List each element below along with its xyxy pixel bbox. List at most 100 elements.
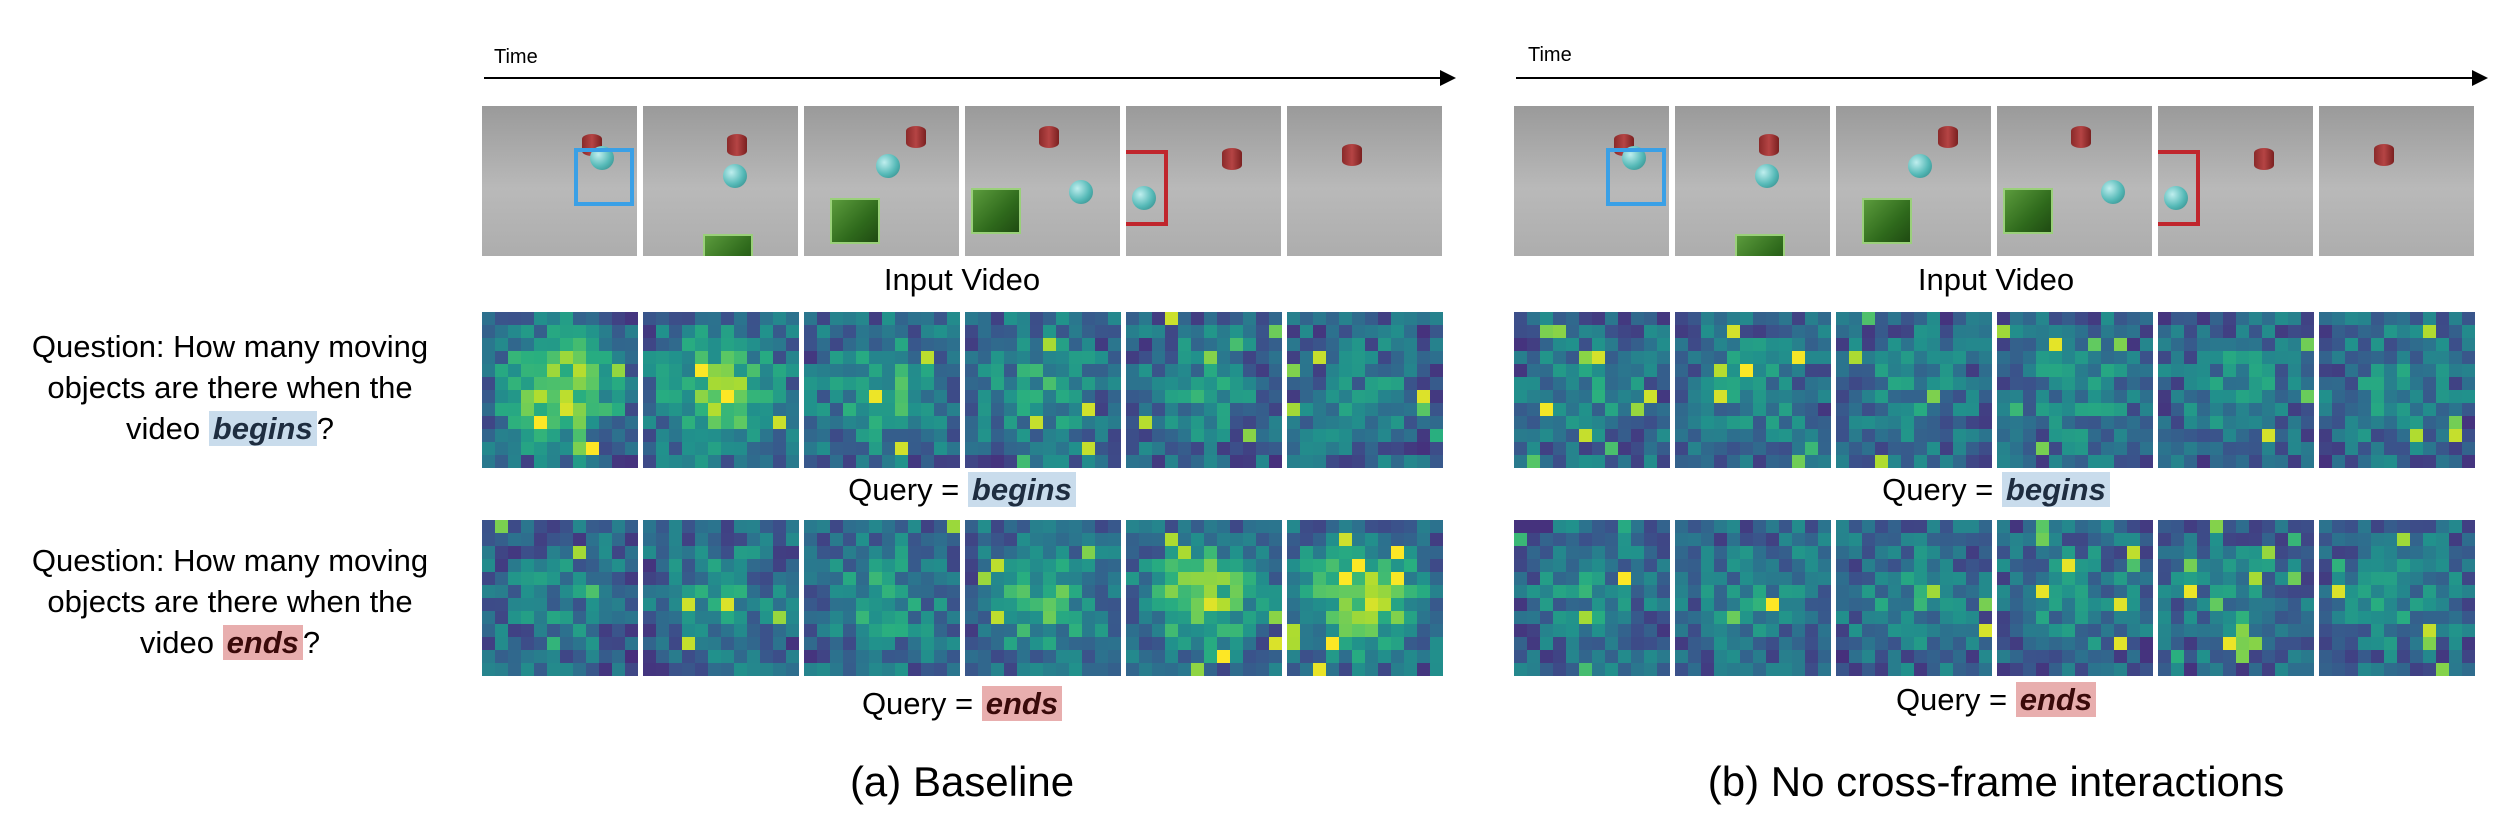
heatmap-cell [1378,403,1391,416]
heatmap-cell [612,312,625,325]
heatmap-cell [1165,325,1178,338]
heatmap-cell [921,533,934,546]
heatmap-cell [2410,429,2423,442]
heatmap-cell [521,429,534,442]
heatmap-cell [2249,442,2262,455]
heatmap-cell [482,338,495,351]
heatmap-cell [1753,364,1766,377]
heatmap-cell [1404,442,1417,455]
heatmap-cell [869,520,882,533]
heatmap-cell [747,611,760,624]
heatmap-cell [1378,351,1391,364]
heatmap-cell [1714,520,1727,533]
heatmap-cell [2010,559,2023,572]
heatmap-cell [1243,520,1256,533]
heatmap-cell [895,598,908,611]
heatmap-cell [921,351,934,364]
heatmap-cell [1792,585,1805,598]
heatmap-cell [734,572,747,585]
heatmap-cell [2210,533,2223,546]
heatmap-cell [721,390,734,403]
heatmap-cell [1339,637,1352,650]
heatmap-cell [1927,429,1940,442]
question-ends-keyword: ends [222,625,303,660]
heatmap-cell [2223,663,2236,676]
heatmap-cell [1740,585,1753,598]
heatmap-cell [1618,520,1631,533]
heatmap-cell [560,663,573,676]
heatmap-cell [2358,312,2371,325]
heatmap-cell [656,520,669,533]
heatmap-cell [1391,598,1404,611]
heatmap-cell [1579,650,1592,663]
heatmap-cell [534,637,547,650]
heatmap-cell [1901,650,1914,663]
heatmap-cell [1792,520,1805,533]
heatmap-cell [1605,442,1618,455]
heatmap-cell [495,533,508,546]
heatmap-cell [1152,637,1165,650]
heatmap-cell [830,416,843,429]
heatmap-cell [908,442,921,455]
heatmap-cell [1243,442,1256,455]
heatmap-cell [1940,624,1953,637]
heatmap-cell [1108,364,1121,377]
heatmap-cell [1579,585,1592,598]
heatmap-cell [1217,559,1230,572]
heatmap-cell [991,598,1004,611]
heatmap-cell [2036,325,2049,338]
heatmap-cell [908,455,921,468]
heatmap-cell [682,442,695,455]
heatmap-cell [1997,312,2010,325]
heatmap-cell [2223,325,2236,338]
heatmap-cell [612,559,625,572]
heatmap-cell [856,390,869,403]
heatmap-cell [2262,325,2275,338]
heatmap-cell [1618,351,1631,364]
heatmap-cell [1017,403,1030,416]
heatmap-cell [560,546,573,559]
heatmap-cell [1365,390,1378,403]
heatmap-cell [1631,520,1644,533]
heatmap-cell [547,390,560,403]
heatmap-cell [682,637,695,650]
heatmap-cell [695,637,708,650]
heatmap-cell [2184,520,2197,533]
heatmap-cell [560,559,573,572]
heatmap-cell [534,377,547,390]
heatmap-cell [1727,338,1740,351]
heatmap-cell [1082,351,1095,364]
heatmap-cell [1618,312,1631,325]
heatmap-cell [1675,585,1688,598]
heatmap-cell [612,520,625,533]
heatmap-cell [1540,611,1553,624]
heatmap-cell [2249,520,2262,533]
heatmap-cell [2332,585,2345,598]
heatmap-cell [1152,442,1165,455]
heatmap-cell [2436,416,2449,429]
heatmap-cell [695,559,708,572]
green-cube [703,234,753,256]
attention-heatmap [482,520,638,676]
heatmap-cell [2332,572,2345,585]
heatmap-cell [2114,624,2127,637]
heatmap-cell [2371,637,2384,650]
heatmap-cell [2127,364,2140,377]
heatmap-cell [1644,663,1657,676]
heatmap-cell [521,442,534,455]
heatmap-cell [1979,520,1992,533]
heatmap-cell [2345,663,2358,676]
heatmap-cell [2114,650,2127,663]
heatmap-cell [2319,611,2332,624]
heatmap-cell [1043,663,1056,676]
heatmap-cell [1605,364,1618,377]
heatmap-cell [1043,429,1056,442]
heatmap-cell [2358,429,2371,442]
heatmap-cell [1553,351,1566,364]
heatmap-cell [1230,377,1243,390]
red-cylinder [1938,126,1958,148]
heatmap-cell [1204,585,1217,598]
heatmap-cell [1997,650,2010,663]
heatmap-cell [965,611,978,624]
heatmap-cell [1139,377,1152,390]
